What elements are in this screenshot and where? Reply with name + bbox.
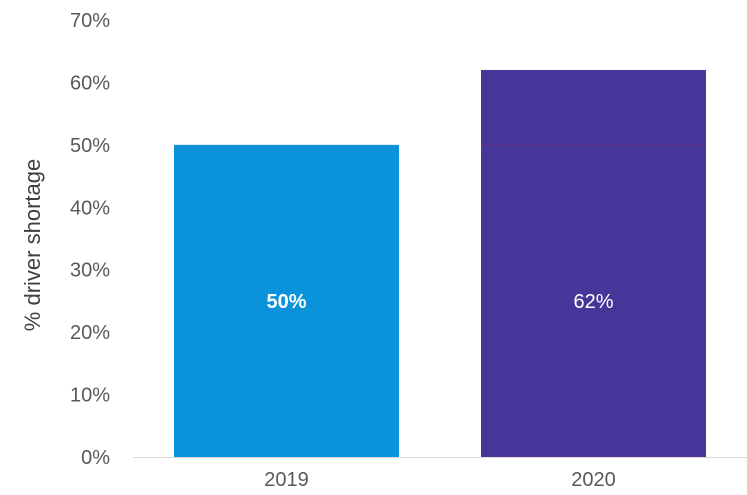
y-axis-ticks: 0% 10% 20% 30% 40% 50% 60% 70% — [70, 10, 110, 469]
y-tick-label: 30% — [70, 260, 110, 282]
y-tick-label: 10% — [70, 385, 110, 407]
x-category-label: 2019 — [264, 469, 309, 491]
y-tick-label: 40% — [70, 197, 110, 219]
bars-group — [174, 69, 706, 458]
data-label: 62% — [573, 291, 613, 313]
x-category-label: 2020 — [571, 469, 616, 491]
data-labels: 50% 62% — [266, 291, 613, 313]
y-tick-label: 20% — [70, 322, 110, 344]
bar-2019 — [174, 144, 399, 457]
y-tick-label: 50% — [70, 135, 110, 157]
y-tick-label: 70% — [70, 10, 110, 32]
y-tick-label: 60% — [70, 72, 110, 94]
data-label: 50% — [266, 291, 306, 313]
y-tick-label: 0% — [81, 447, 110, 469]
y-axis-title: % driver shortage — [20, 159, 45, 331]
bar-2020 — [481, 69, 706, 457]
x-axis-categories: 2019 2020 — [264, 469, 616, 491]
